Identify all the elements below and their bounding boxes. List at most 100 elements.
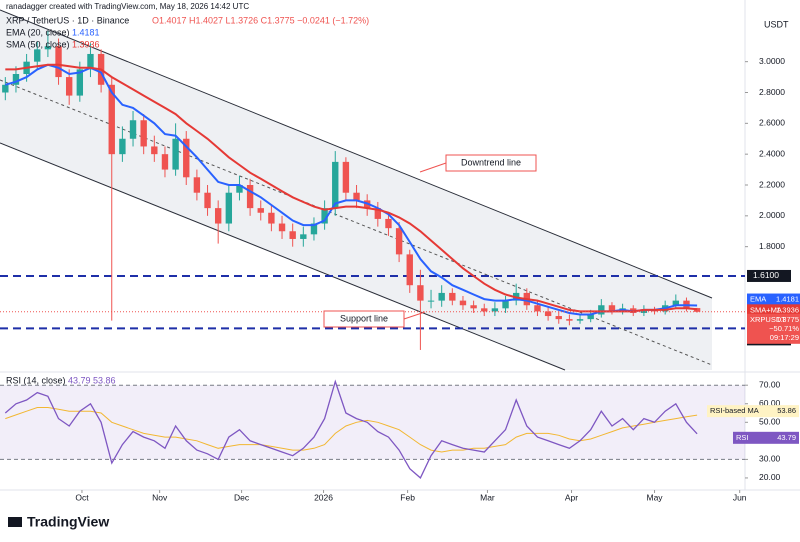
rsi-title: RSI (14, close) bbox=[6, 375, 66, 385]
x-tick-label: Feb bbox=[400, 492, 415, 502]
candle-body bbox=[268, 212, 275, 224]
price-tag-change: −50.71% bbox=[769, 324, 799, 333]
series-tag-value: 1.4181 bbox=[776, 295, 799, 304]
y-tick-label: 30.00 bbox=[759, 454, 781, 464]
support-line bbox=[0, 142, 566, 371]
candle-body bbox=[214, 208, 222, 224]
candle-body bbox=[65, 77, 73, 96]
candle-body bbox=[129, 120, 137, 139]
sma-legend: SMA (50, close) bbox=[6, 39, 70, 49]
candle-body bbox=[172, 138, 179, 170]
x-tick-label: Apr bbox=[565, 492, 578, 502]
moving-average bbox=[5, 63, 698, 316]
candle-body bbox=[12, 74, 20, 85]
candle-body bbox=[342, 161, 350, 193]
y-tick-label: 60.00 bbox=[759, 398, 781, 408]
credit: ranadagger created with TradingView.com,… bbox=[6, 2, 249, 11]
candle-body bbox=[34, 49, 41, 62]
candle-body bbox=[385, 218, 392, 229]
candle-body bbox=[491, 308, 499, 312]
series-tag-value: 1.3936 bbox=[776, 305, 799, 314]
series-tag bbox=[747, 304, 800, 317]
candle-body bbox=[481, 308, 488, 312]
candle-body bbox=[395, 228, 403, 255]
x-tick-label: 2026 bbox=[314, 492, 333, 502]
rsi-line bbox=[5, 407, 698, 453]
y-tick-label: 70.00 bbox=[759, 379, 781, 389]
level-label: 1.6100 bbox=[753, 270, 779, 280]
price-tag-countdown: 09:17:29 bbox=[770, 333, 799, 342]
candle-body bbox=[587, 314, 594, 320]
x-tick-label: Jun bbox=[733, 492, 747, 502]
y-tick-label: 2.2000 bbox=[759, 179, 785, 189]
annotation: Downtrend line bbox=[461, 157, 521, 167]
x-tick-label: Nov bbox=[152, 492, 168, 502]
rsi-line bbox=[4, 379, 698, 479]
y-tick-label: 2.6000 bbox=[759, 118, 785, 128]
price-tag bbox=[747, 313, 800, 344]
candle-body bbox=[108, 84, 115, 155]
price-tag-value: 1.3775 bbox=[776, 315, 799, 324]
ohlc: O1.4017 H1.4027 L1.3726 C1.3775 −0.0241 … bbox=[152, 15, 369, 25]
sma-legend-value: 1.3936 bbox=[72, 39, 100, 49]
brand: TradingView bbox=[27, 514, 109, 530]
candle-body bbox=[151, 146, 158, 155]
candle-body bbox=[693, 308, 701, 312]
channel-fill bbox=[0, 10, 712, 370]
candle-body bbox=[374, 208, 382, 219]
candle-body bbox=[193, 177, 201, 193]
series-tag-name: EMA bbox=[750, 295, 766, 304]
candle-body bbox=[502, 300, 509, 309]
candle-body bbox=[257, 208, 264, 213]
candle-body bbox=[555, 316, 562, 320]
candle-body bbox=[608, 305, 616, 312]
rsi-band bbox=[0, 385, 745, 460]
candle-body bbox=[417, 285, 424, 301]
ema-legend: EMA (20, close) bbox=[6, 27, 70, 37]
candle-body bbox=[278, 223, 286, 232]
symbol: XRP / TetherUS · 1D · Binance bbox=[6, 15, 129, 25]
candle-body bbox=[544, 311, 552, 317]
annotation-arrow bbox=[403, 311, 426, 320]
candle-body bbox=[321, 208, 328, 224]
candle-body bbox=[438, 292, 445, 301]
series-tag bbox=[747, 293, 800, 306]
candle-body bbox=[640, 309, 648, 313]
rsi-title-values: 43.79 53.86 bbox=[68, 375, 116, 385]
y-tick-label: 3.0000 bbox=[759, 56, 785, 66]
candle-body bbox=[672, 300, 680, 306]
candle-body bbox=[225, 192, 233, 224]
candle-body bbox=[161, 154, 169, 170]
y-tick-label: 20.00 bbox=[759, 472, 781, 482]
rsi-tag-value: 43.79 bbox=[777, 433, 796, 442]
candle-body bbox=[566, 319, 573, 321]
candle-body bbox=[204, 192, 211, 209]
candle-body bbox=[576, 319, 584, 321]
candle-body bbox=[459, 300, 467, 306]
candle-body bbox=[470, 305, 477, 309]
candle-body bbox=[2, 84, 9, 93]
candle-body bbox=[300, 234, 307, 239]
y-tick-label: 2.0000 bbox=[759, 210, 785, 220]
candle-body bbox=[332, 161, 339, 209]
candle-body bbox=[76, 69, 84, 96]
downtrend-line bbox=[0, 9, 713, 299]
rsi-tag-name: RSI-based MA bbox=[710, 406, 759, 415]
annotation-arrow bbox=[419, 162, 447, 173]
currency: USDT bbox=[764, 19, 789, 29]
channel-midline bbox=[0, 79, 713, 366]
annotation: Support line bbox=[340, 313, 388, 323]
ema-legend-value: 1.4181 bbox=[72, 27, 100, 37]
candle-body bbox=[119, 138, 126, 155]
logo bbox=[8, 517, 22, 527]
rsi-pane: 70.0060.0050.0040.0030.0020.00RSI43.79RS… bbox=[0, 379, 799, 482]
candle-body bbox=[598, 305, 605, 315]
rsi-tag bbox=[707, 405, 799, 418]
candle-body bbox=[406, 254, 413, 286]
y-tick-label: 50.00 bbox=[759, 417, 781, 427]
x-tick-label: Oct bbox=[75, 492, 89, 502]
candle-body bbox=[310, 223, 318, 235]
candle-body bbox=[353, 192, 360, 201]
